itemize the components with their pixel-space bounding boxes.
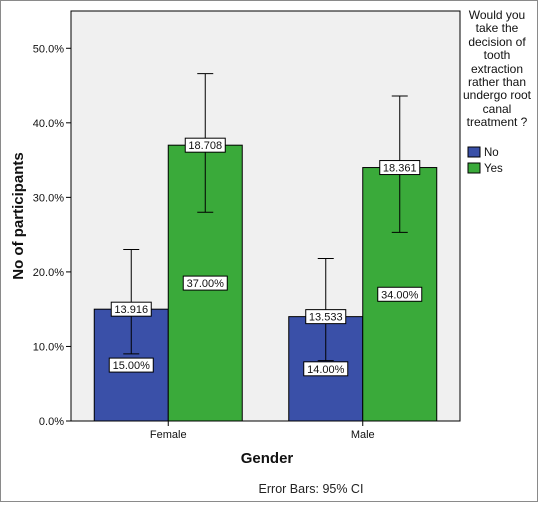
legend-swatch-no [467, 146, 481, 158]
error-label-box [110, 301, 152, 317]
error-label-box [305, 309, 347, 325]
x-tick-label: Male [351, 429, 375, 441]
legend-label-no: No [484, 147, 499, 159]
legend-swatch-yes [467, 162, 481, 174]
value-label-box [377, 286, 423, 302]
y-axis-label: No of participants [10, 152, 27, 280]
legend-title: Would you take the decision of tooth ext… [462, 8, 532, 130]
error-label: 13.916 [114, 304, 148, 316]
y-tick-label: 0.0% [39, 416, 64, 428]
y-tick-label: 30.0% [33, 192, 64, 204]
error-label-box [184, 137, 226, 153]
value-label: 37.00% [187, 278, 225, 290]
y-axis: 0.0% 10.0% 20.0% 30.0% 40.0% 50.0% [33, 43, 71, 428]
error-label: 18.708 [188, 140, 222, 152]
x-axis-label: Gender [241, 450, 294, 467]
value-label-box [182, 275, 228, 291]
footnote: Error Bars: 95% CI [259, 482, 364, 496]
value-label: 14.00% [307, 364, 345, 376]
value-label: 34.00% [381, 289, 419, 301]
y-tick-label: 50.0% [33, 43, 64, 55]
y-tick-label: 20.0% [33, 267, 64, 279]
value-label-box [303, 361, 349, 377]
y-tick-label: 40.0% [33, 118, 64, 130]
value-label-box [108, 357, 154, 373]
error-label-box [379, 160, 421, 176]
legend-label-yes: Yes [484, 163, 503, 175]
value-label: 15.00% [113, 360, 151, 372]
legend: No Yes [467, 146, 503, 175]
x-axis: Female Male [150, 421, 375, 441]
error-label: 13.533 [309, 312, 343, 324]
x-tick-label: Female [150, 429, 187, 441]
data-labels-group: 13.916 15.00% 18.708 37.00% 13.533 14.00% 18.3… [108, 137, 423, 377]
y-tick-label: 10.0% [33, 341, 64, 353]
error-label: 18.361 [383, 163, 417, 175]
